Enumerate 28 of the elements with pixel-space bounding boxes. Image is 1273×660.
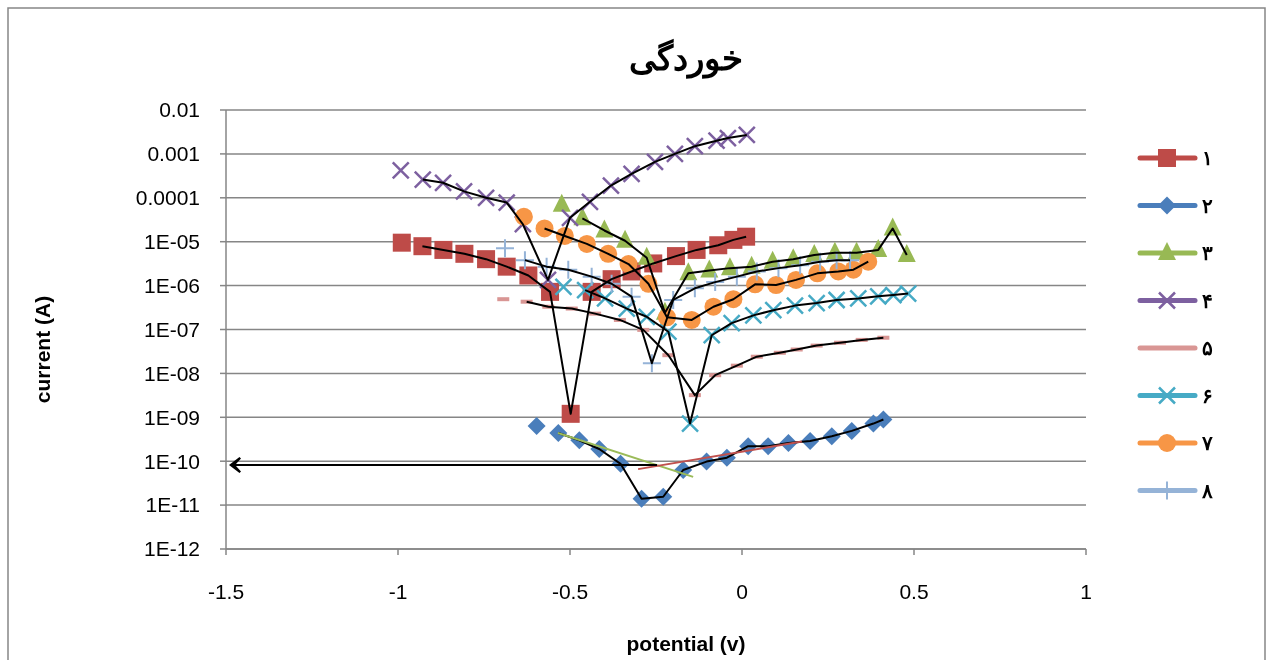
- y-tick-label: 1E-06: [143, 273, 200, 297]
- chart-title: خوردگی: [629, 38, 743, 79]
- legend-label: ۱: [1202, 147, 1213, 169]
- x-tick-label: -1.5: [207, 580, 245, 603]
- y-tick-label: 1E-08: [143, 361, 200, 385]
- legend-label: ۶: [1202, 384, 1213, 407]
- y-tick-label: 1E-07: [143, 317, 200, 341]
- x-tick-label: -1: [388, 580, 408, 603]
- y-tick-label: 1E-10: [143, 449, 200, 473]
- x-tick-label: 0: [736, 580, 748, 603]
- y-tick-label: 1E-12: [143, 537, 200, 561]
- x-axis-title: potential (v): [626, 632, 746, 655]
- x-tick-label: 0.5: [899, 580, 929, 603]
- legend-label: ۷: [1201, 432, 1213, 454]
- y-tick-label: 1E-05: [143, 230, 200, 254]
- y-tick-label: 1E-11: [145, 493, 200, 517]
- y-tick-label: 1E-09: [143, 405, 200, 429]
- legend-label: ۵: [1202, 337, 1213, 359]
- y-tick-label: 0.001: [147, 142, 200, 166]
- y-tick-label: 0.0001: [135, 186, 200, 210]
- x-tick-label: 1: [1080, 580, 1092, 603]
- y-axis-title: current (A): [31, 295, 54, 404]
- x-tick-label: -0.5: [551, 580, 589, 603]
- y-tick-label: 0.01: [159, 98, 200, 122]
- legend-label: ۳: [1202, 242, 1213, 264]
- legend-label: ۲: [1202, 194, 1213, 217]
- legend-label: ۸: [1201, 479, 1213, 502]
- legend-label: ۴: [1202, 289, 1213, 312]
